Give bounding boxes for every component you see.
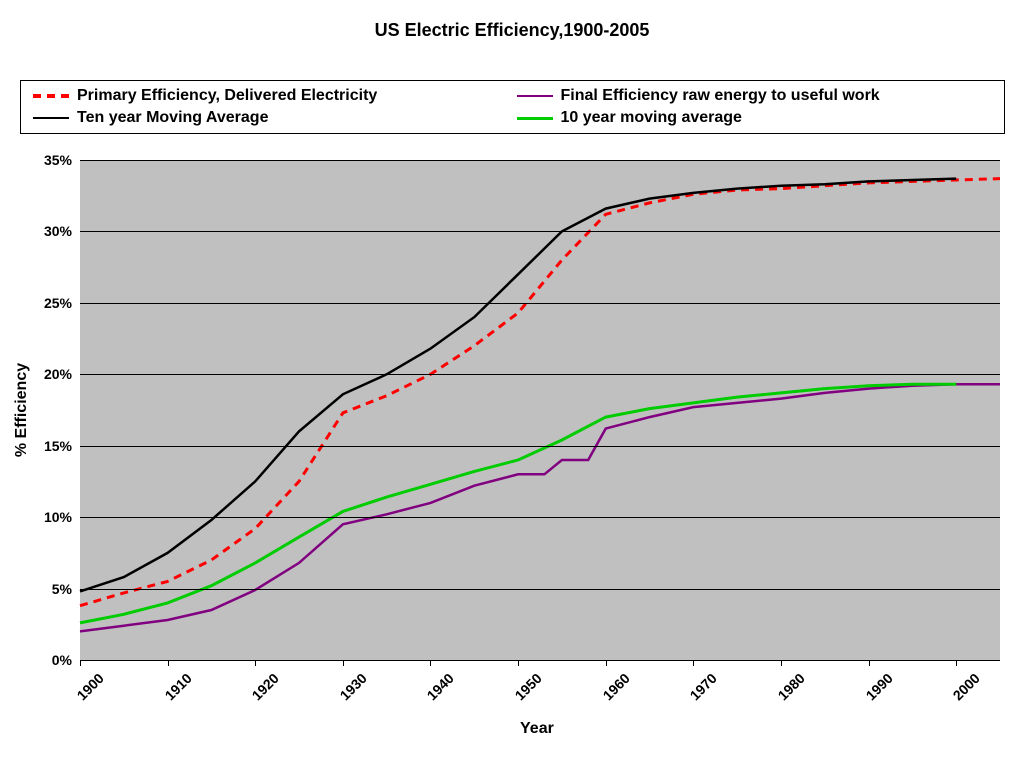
- gridline-horizontal: [80, 303, 1000, 304]
- y-tick-label: 35%: [44, 152, 72, 168]
- x-tick-label: 1940: [424, 670, 457, 703]
- y-tick-label: 0%: [52, 652, 72, 668]
- x-tick-label: 1930: [336, 670, 369, 703]
- gridline-horizontal: [80, 517, 1000, 518]
- gridline-horizontal: [80, 446, 1000, 447]
- gridline-horizontal: [80, 589, 1000, 590]
- x-tick-label: 1900: [74, 670, 107, 703]
- x-tick: [693, 660, 694, 666]
- chart-container: US Electric Efficiency,1900-2005 Primary…: [0, 0, 1024, 768]
- legend-label: Final Efficiency raw energy to useful wo…: [561, 87, 880, 105]
- gridline-horizontal: [80, 160, 1000, 161]
- legend-swatch: [33, 94, 69, 98]
- series-line: [80, 179, 1000, 606]
- legend-item: Primary Efficiency, Delivered Electricit…: [29, 85, 513, 107]
- legend-item: 10 year moving average: [513, 107, 997, 129]
- legend-label: Ten year Moving Average: [77, 109, 268, 127]
- y-axis-label: % Efficiency: [13, 363, 31, 457]
- legend-label: Primary Efficiency, Delivered Electricit…: [77, 87, 377, 105]
- x-tick-label: 1960: [599, 670, 632, 703]
- x-tick: [343, 660, 344, 666]
- legend: Primary Efficiency, Delivered Electricit…: [20, 80, 1005, 134]
- x-tick-label: 1910: [161, 670, 194, 703]
- x-tick: [80, 660, 81, 666]
- y-tick-label: 10%: [44, 509, 72, 525]
- plot-area: 0%5%10%15%20%25%30%35%190019101920193019…: [80, 160, 1000, 660]
- chart-lines-svg: [80, 160, 1000, 660]
- legend-swatch: [517, 117, 553, 120]
- x-tick: [606, 660, 607, 666]
- legend-label: 10 year moving average: [561, 109, 742, 127]
- series-line: [80, 179, 956, 592]
- x-tick: [430, 660, 431, 666]
- gridline-horizontal: [80, 660, 1000, 661]
- y-tick-label: 30%: [44, 223, 72, 239]
- x-tick-label: 1920: [249, 670, 282, 703]
- legend-swatch: [33, 117, 69, 120]
- x-tick-label: 1970: [687, 670, 720, 703]
- x-tick: [869, 660, 870, 666]
- legend-item: Ten year Moving Average: [29, 107, 513, 129]
- series-line: [80, 384, 956, 623]
- x-tick-label: 1950: [512, 670, 545, 703]
- legend-item: Final Efficiency raw energy to useful wo…: [513, 85, 997, 107]
- y-tick-label: 25%: [44, 295, 72, 311]
- x-tick-label: 1990: [862, 670, 895, 703]
- legend-swatch: [517, 95, 553, 98]
- y-tick-label: 5%: [52, 581, 72, 597]
- x-tick-label: 1980: [774, 670, 807, 703]
- x-tick: [956, 660, 957, 666]
- chart-title: US Electric Efficiency,1900-2005: [0, 20, 1024, 41]
- x-tick: [781, 660, 782, 666]
- x-tick-label: 2000: [950, 670, 983, 703]
- y-tick-label: 20%: [44, 366, 72, 382]
- series-line: [80, 384, 1000, 631]
- x-tick: [255, 660, 256, 666]
- gridline-horizontal: [80, 374, 1000, 375]
- y-tick-label: 15%: [44, 438, 72, 454]
- gridline-horizontal: [80, 231, 1000, 232]
- x-tick: [518, 660, 519, 666]
- x-axis-label: Year: [520, 720, 554, 738]
- x-tick: [168, 660, 169, 666]
